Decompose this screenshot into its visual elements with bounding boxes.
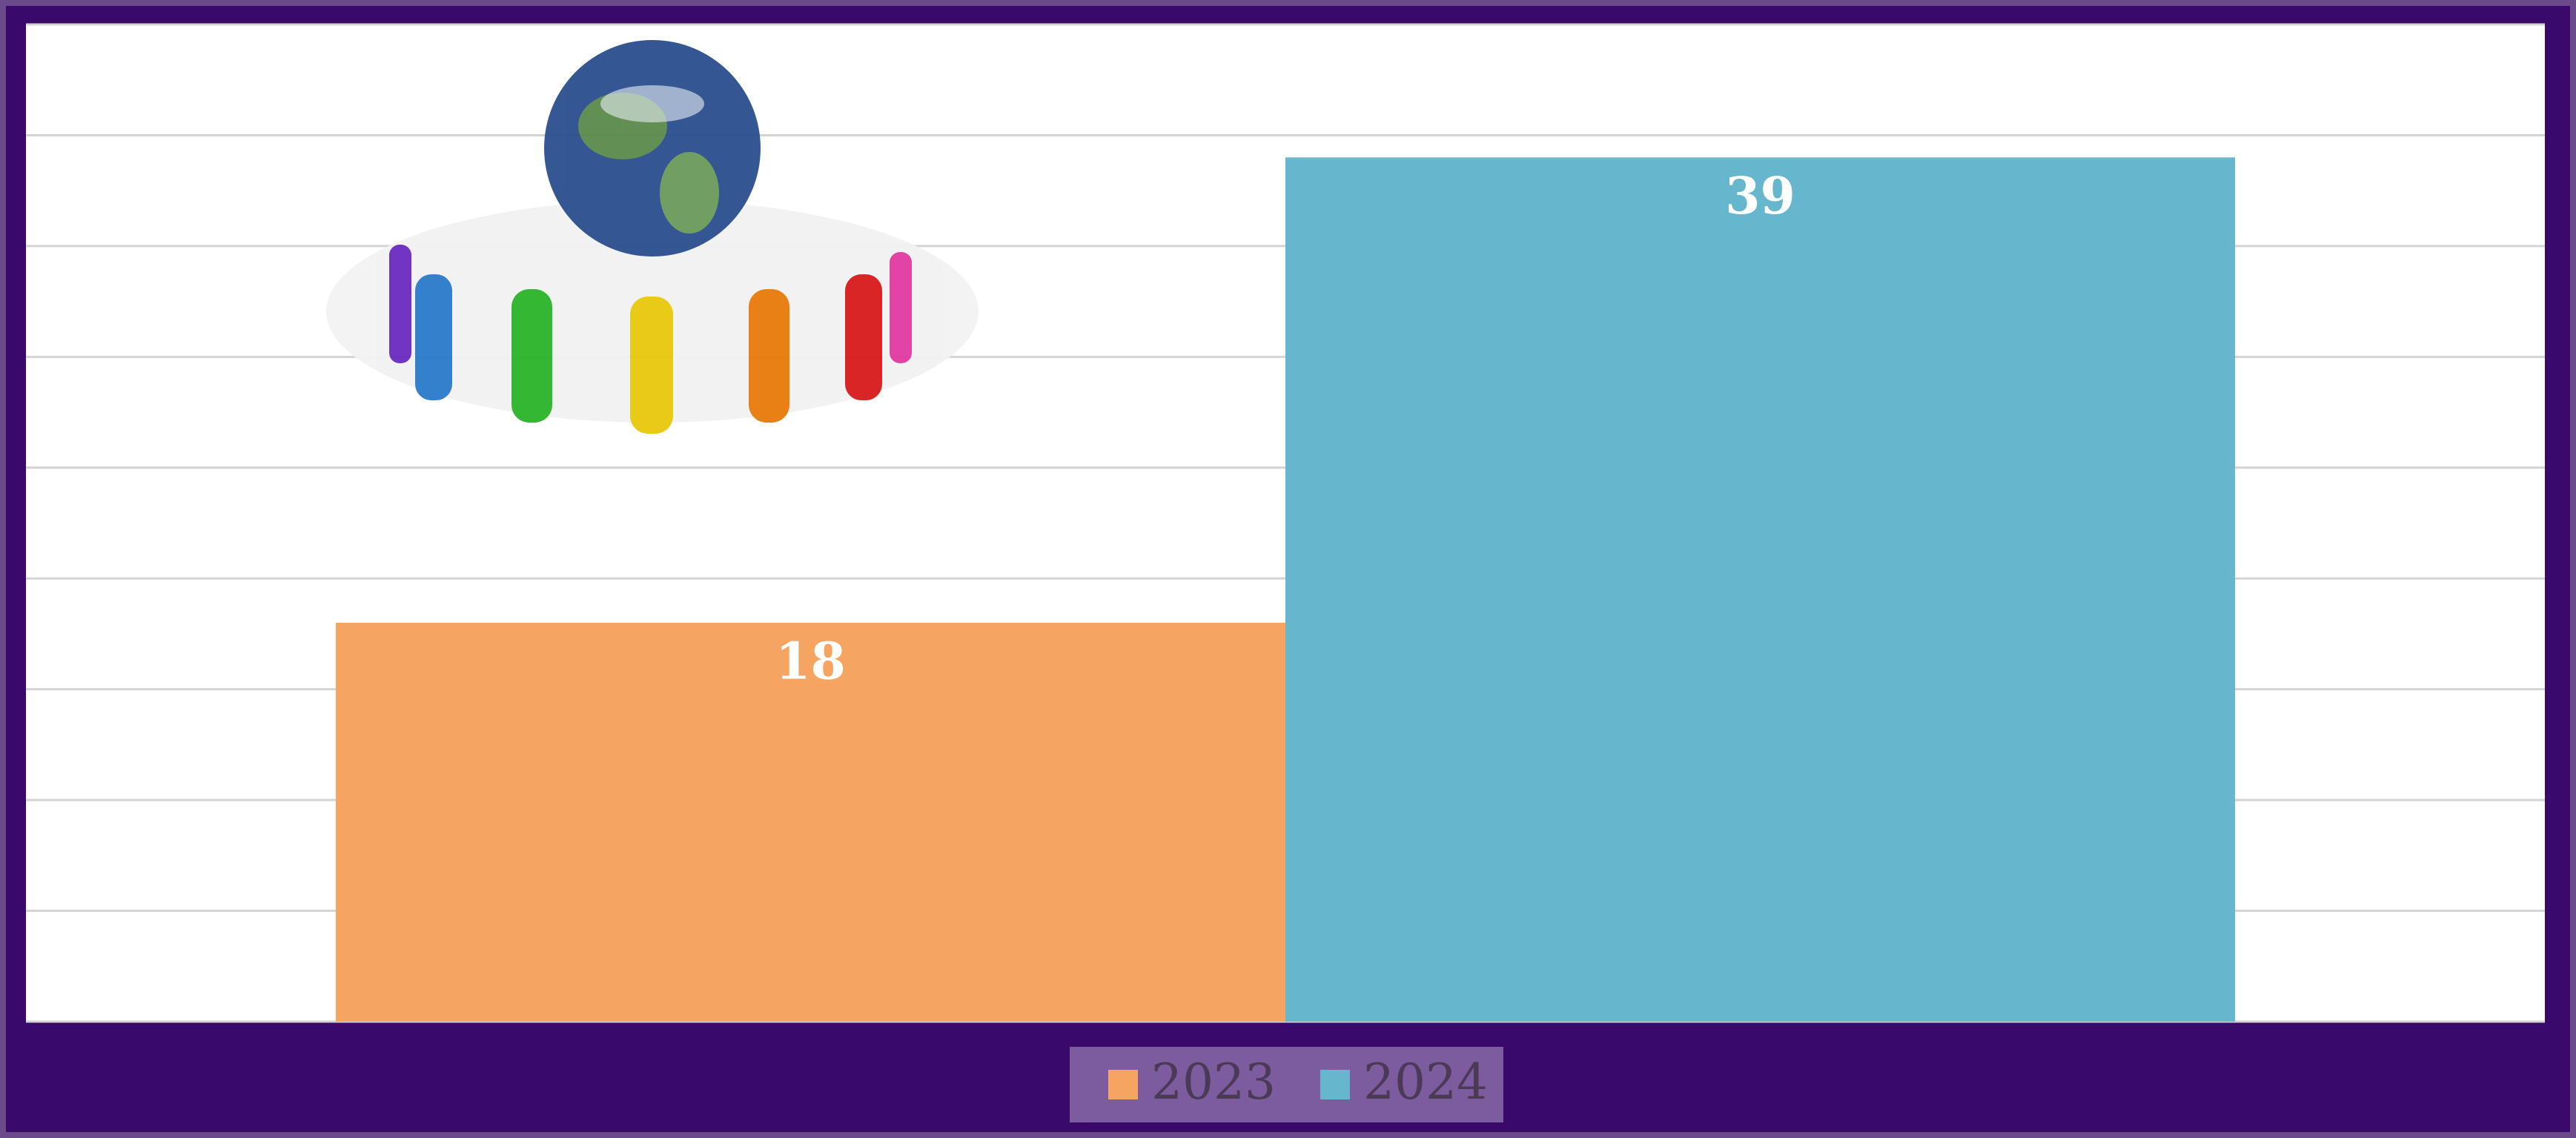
continent	[660, 152, 719, 234]
data-label: 18	[775, 632, 846, 692]
legend-box	[1070, 1047, 1503, 1122]
person	[749, 289, 789, 423]
person	[511, 289, 552, 423]
people-ring	[389, 245, 912, 434]
person	[415, 274, 452, 400]
bar	[335, 623, 1286, 1022]
person	[890, 252, 912, 363]
cloud	[600, 85, 704, 122]
legend-swatch	[1108, 1070, 1138, 1099]
decoration-image	[326, 40, 979, 434]
bar	[1285, 157, 2236, 1022]
legend-swatch	[1320, 1070, 1350, 1099]
person	[630, 297, 673, 434]
legend: 2023 2024	[1108, 1053, 1488, 1111]
legend-label: 2024	[1363, 1053, 1488, 1111]
person	[845, 274, 882, 400]
data-label: 39	[1725, 167, 1795, 226]
person	[389, 245, 411, 363]
legend-label: 2023	[1151, 1053, 1276, 1111]
